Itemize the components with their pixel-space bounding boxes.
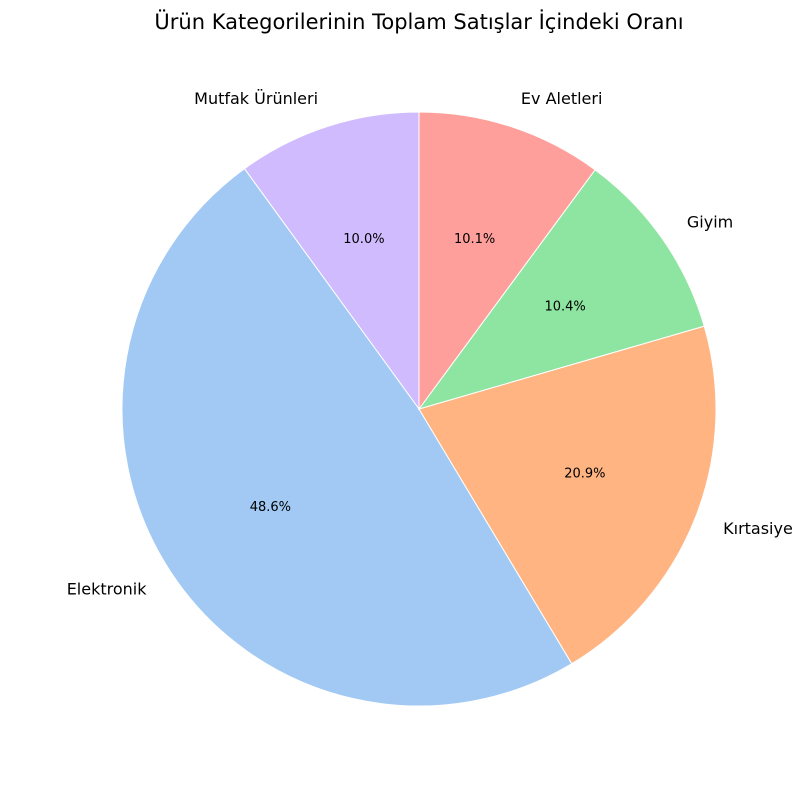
slice-percent-kirtasiye: 20.9% [564, 467, 605, 482]
slice-label-elektronik: Elektronik [67, 580, 148, 599]
slice-percent-elektronik: 48.6% [250, 500, 291, 515]
slice-label-ev-aletleri: Ev Aletleri [521, 89, 602, 108]
pie-slice-elektronik [121, 168, 573, 707]
slice-label-giyim: Giyim [687, 212, 733, 231]
pie-slice-kirtasiye [418, 325, 717, 665]
pie-slices [121, 111, 717, 707]
pie-labels: Mutfak Ürünleri 10.0% Elektronik 48.6% Kırta… [67, 89, 793, 599]
pie-slice-giyim [417, 169, 705, 410]
slice-percent-ev-aletleri: 10.1% [454, 232, 495, 247]
slice-percent-mutfak-urunleri: 10.0% [343, 232, 384, 247]
pie-slice-ev-aletleri [418, 111, 596, 411]
slice-label-kirtasiye: Kırtasiye [723, 519, 793, 538]
slice-label-mutfak-urunleri: Mutfak Ürünleri [194, 89, 318, 108]
chart-title: Ürün Kategorilerinin Toplam Satışlar İçi… [154, 9, 683, 34]
pie-slice-mutfak-urunleri [243, 111, 420, 411]
slice-percent-giyim: 10.4% [544, 299, 585, 314]
